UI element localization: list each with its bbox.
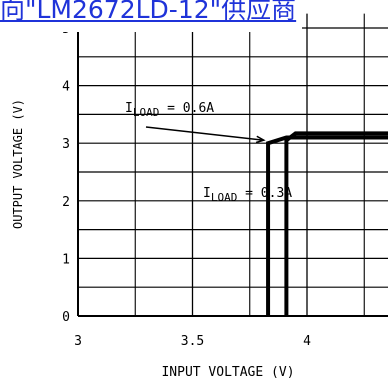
y-tick-label: 3 (62, 137, 70, 152)
y-tick-label: 2 (62, 195, 70, 210)
annotation-label-2: ILOAD = 0.3A (203, 186, 292, 204)
annotation-arrow-1 (145, 126, 264, 141)
y-tick-label: 1 (62, 252, 70, 267)
tick-labels: 33.544.555.5012345 (62, 22, 311, 349)
x-tick-label: 4 (303, 334, 311, 349)
x-tick-label: 3 (74, 334, 82, 349)
series-line-1 (266, 135, 388, 316)
annotations: ILOAD = 0.6A ILOAD = 0.3A (125, 101, 292, 204)
supplier-link[interactable]: 向"LM2672LD-12"供应商 (0, 0, 303, 32)
annotation-label-1: ILOAD = 0.6A (125, 101, 214, 119)
y-tick-label: 4 (62, 80, 70, 95)
series-group (266, 131, 388, 316)
series-line-2 (284, 131, 388, 316)
annotation-arrowhead-1 (255, 135, 266, 144)
y-tick-label: 0 (62, 310, 70, 325)
y-axis-label: OUTPUT VOLTAGE (V) (11, 99, 25, 229)
x-tick-label: 3.5 (181, 334, 204, 349)
grid (77, 13, 388, 317)
x-axis-label: INPUT VOLTAGE (V) (161, 365, 294, 380)
